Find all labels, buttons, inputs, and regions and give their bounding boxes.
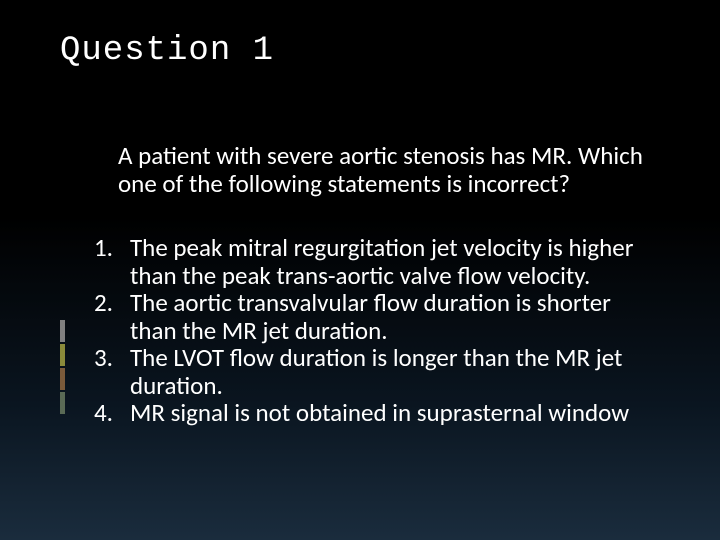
option-num: 4. <box>94 399 130 427</box>
option-text: The LVOT flow duration is longer than th… <box>130 344 650 399</box>
option-4: 4. MR signal is not obtained in supraste… <box>94 399 650 427</box>
accent-bar-1 <box>60 320 65 342</box>
option-num: 2. <box>94 289 130 317</box>
accent-bar-2 <box>60 344 65 366</box>
slide-title: Question 1 <box>60 32 274 70</box>
option-text: The peak mitral regurgitation jet veloci… <box>130 234 650 289</box>
option-text: MR signal is not obtained in suprasterna… <box>130 399 650 427</box>
accent-bar-4 <box>60 392 65 414</box>
option-num: 1. <box>94 234 130 262</box>
option-num: 3. <box>94 344 130 372</box>
option-2: 2. The aortic transvalvular flow duratio… <box>94 289 650 344</box>
option-text: The aortic transvalvular flow duration i… <box>130 289 650 344</box>
options-list: 1. The peak mitral regurgitation jet vel… <box>94 234 650 427</box>
question-stem: A patient with severe aortic stenosis ha… <box>118 142 650 197</box>
option-3: 3. The LVOT flow duration is longer than… <box>94 344 650 399</box>
accent-bar-3 <box>60 368 65 390</box>
option-1: 1. The peak mitral regurgitation jet vel… <box>94 234 650 289</box>
